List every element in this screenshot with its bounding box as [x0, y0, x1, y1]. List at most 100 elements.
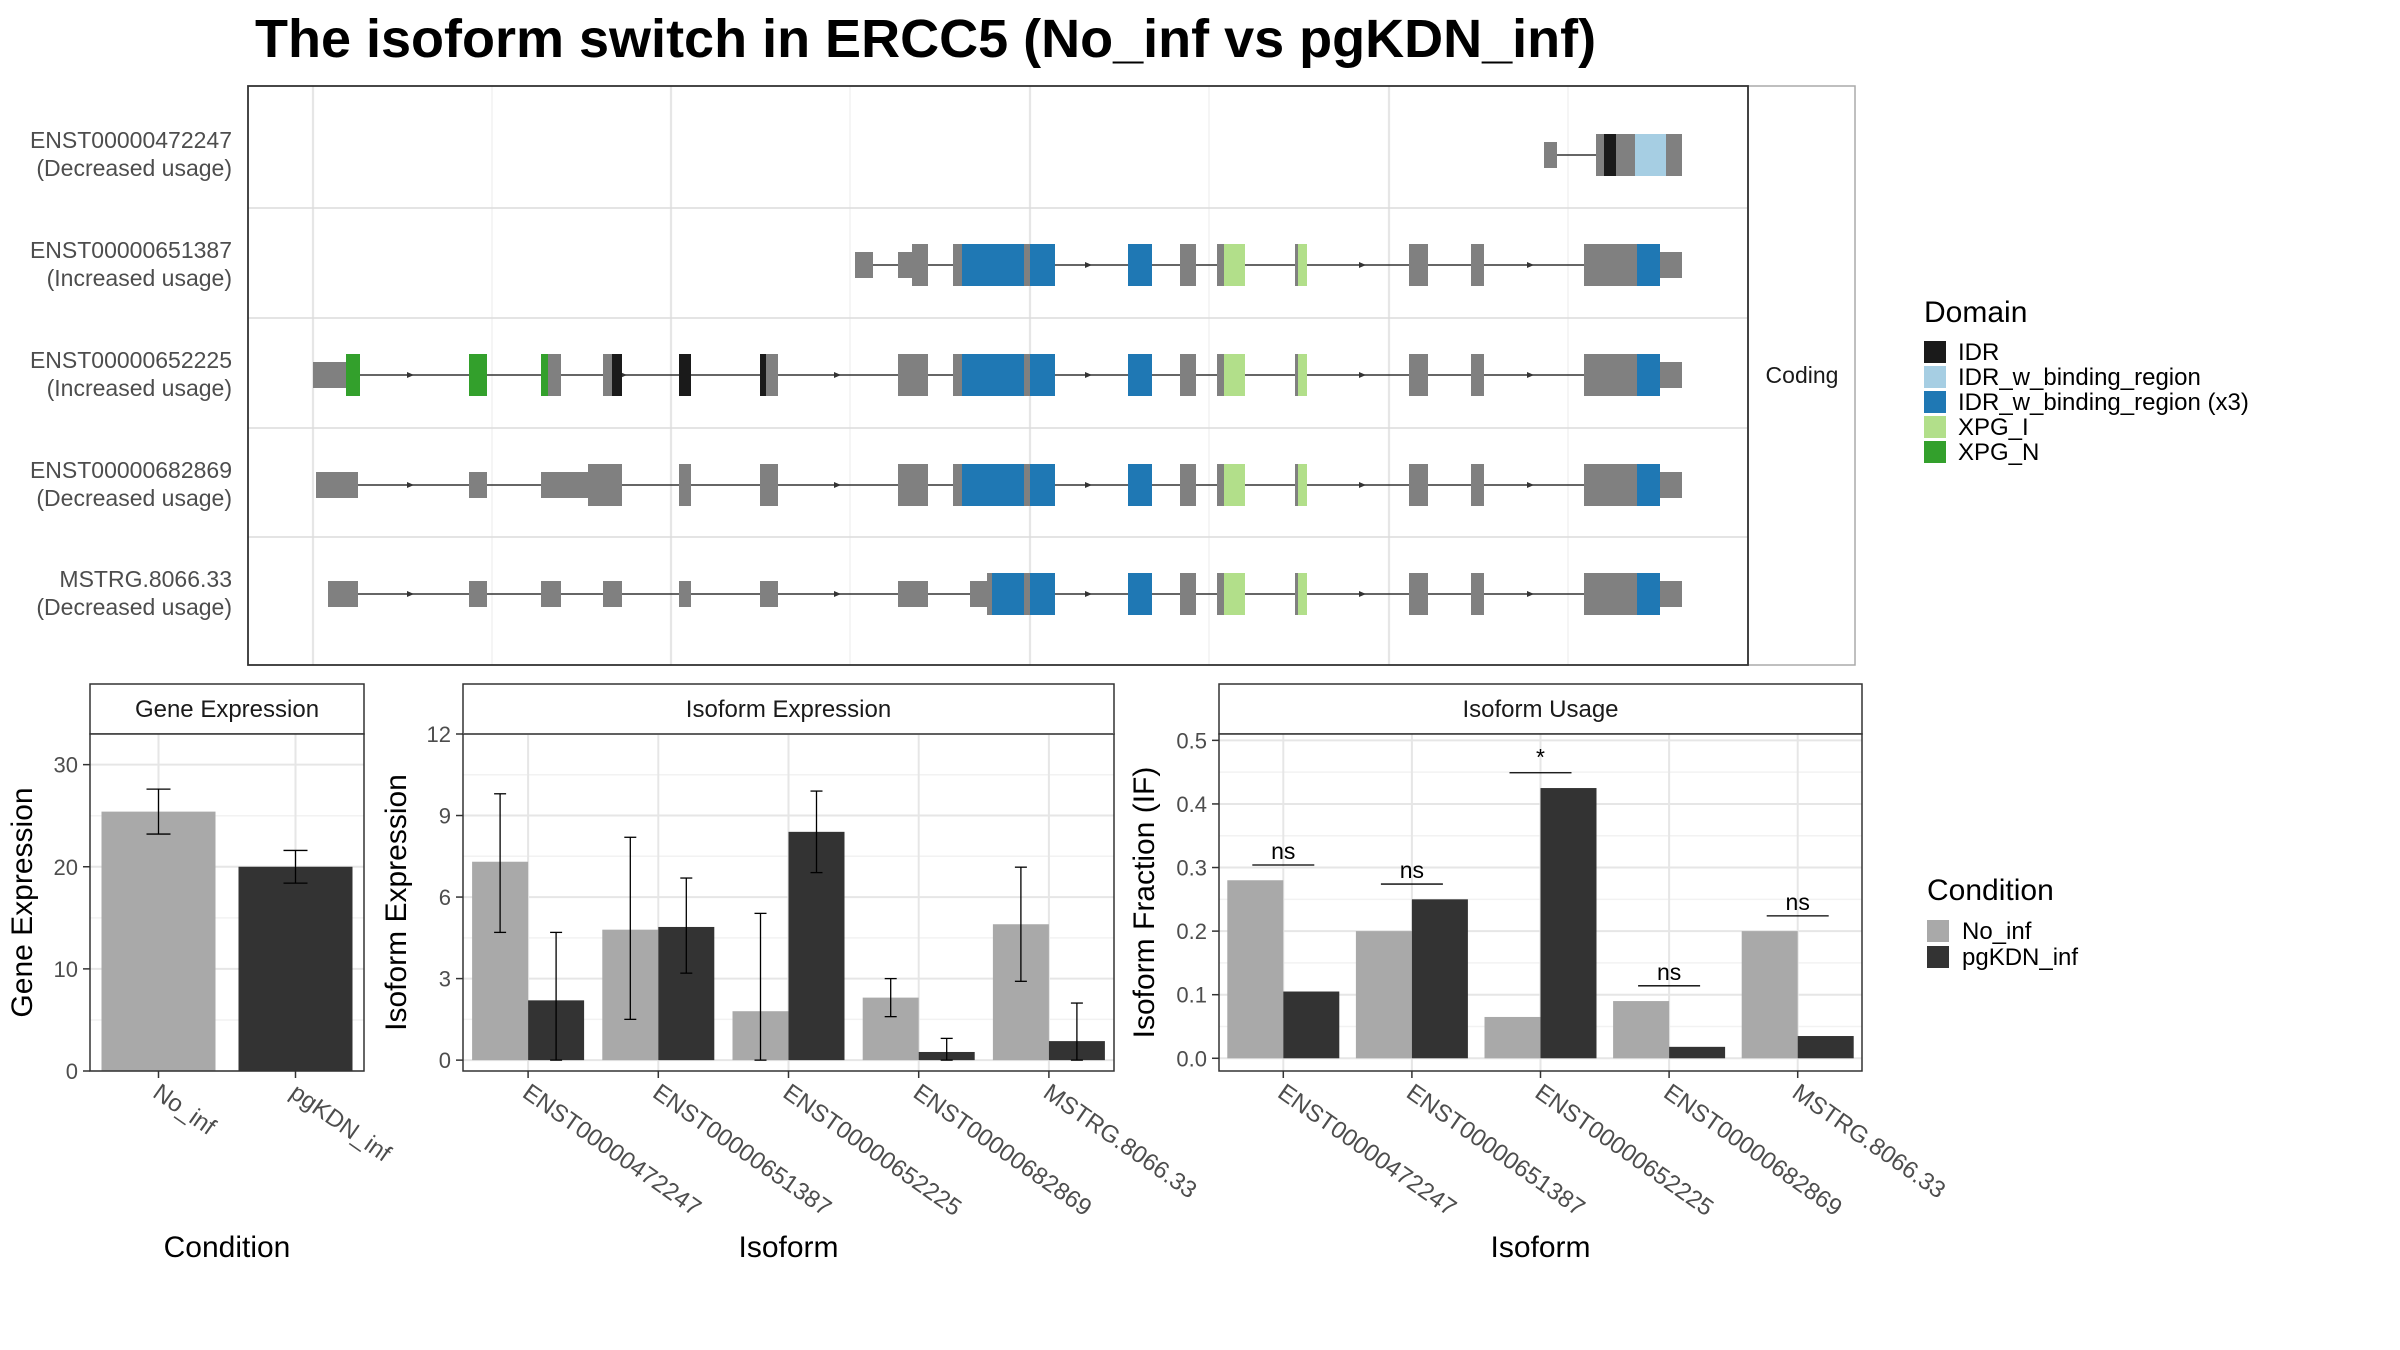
- strand-arrow: [1359, 591, 1366, 597]
- transcript-label: MSTRG.8066.33: [59, 566, 232, 592]
- exon: [1409, 573, 1428, 615]
- bar: [1355, 931, 1412, 1059]
- bar: [238, 866, 353, 1071]
- domain-segment: [679, 354, 691, 396]
- exon: [1409, 244, 1428, 286]
- domain-legend-label: IDR_w_binding_region: [1958, 364, 2201, 391]
- facet-strip: [1218, 683, 1863, 735]
- exon: [898, 252, 912, 278]
- exon: [1660, 362, 1682, 388]
- domain-segment: [1635, 134, 1666, 176]
- exon: [898, 354, 928, 396]
- strand-arrow: [834, 482, 841, 488]
- y-axis-title: Isoform Fraction (IF): [1128, 767, 1161, 1039]
- bar: [1540, 788, 1597, 1059]
- exon: [1666, 142, 1682, 168]
- condition-legend-label: pgKDN_inf: [1962, 944, 2078, 971]
- gene-expression-chart: Gene Expression 0 10 20 30 No_inf pgKDN_inf Con…: [6, 683, 396, 1264]
- isoform-expression-chart: Isoform Expression036912ENST00000472247E…: [380, 683, 1201, 1264]
- exon: [541, 581, 561, 607]
- strand-arrow: [1527, 372, 1534, 378]
- domain-segment: [760, 354, 766, 396]
- y-axis-title: Gene Expression: [6, 787, 39, 1017]
- exon: [328, 581, 358, 607]
- domain-segment: [1128, 244, 1152, 286]
- exon: [898, 581, 928, 607]
- strand-arrow: [1085, 591, 1092, 597]
- y-tick-label: 6: [439, 885, 451, 910]
- strand-arrow: [407, 482, 414, 488]
- y-tick-label: 0.2: [1176, 919, 1207, 944]
- transcript-usage-label: (Decreased usage): [36, 155, 232, 181]
- exon: [313, 362, 346, 388]
- facet-strip: [462, 683, 1115, 735]
- y-tick-label: 0.4: [1176, 792, 1207, 817]
- strand-arrow: [1359, 482, 1366, 488]
- transcript-label: ENST00000472247: [30, 127, 232, 153]
- bar: [1741, 931, 1798, 1059]
- domain-segment: [1637, 573, 1660, 615]
- domain-segment: [962, 464, 1055, 506]
- significance-label: ns: [1657, 959, 1681, 985]
- bar: [1613, 1001, 1670, 1059]
- domain-segment: [1024, 244, 1030, 286]
- bar: [1484, 1016, 1541, 1059]
- bar: [1411, 899, 1468, 1059]
- domain-segment: [962, 354, 1055, 396]
- strand-arrow: [834, 372, 841, 378]
- bar: [1227, 880, 1284, 1059]
- exon: [679, 581, 691, 607]
- facet-strip-title: Isoform Expression: [686, 696, 891, 723]
- x-axis-title: Isoform: [1490, 1231, 1590, 1264]
- y-tick-label: 12: [427, 722, 451, 747]
- y-tick-label: 0: [439, 1048, 451, 1073]
- domain-segment: [1224, 354, 1245, 396]
- y-tick-label: 10: [54, 957, 78, 982]
- y-tick-label: 0: [66, 1059, 78, 1084]
- transcript-label: ENST00000652225: [30, 347, 232, 373]
- domain-legend-key: [1924, 341, 1946, 363]
- domain-segment: [612, 354, 622, 396]
- condition-legend-label: No_inf: [1962, 918, 2032, 945]
- condition-legend-key: [1927, 946, 1949, 968]
- exon: [469, 581, 487, 607]
- y-tick-label: 0.3: [1176, 856, 1207, 881]
- condition-legend-title: Condition: [1927, 874, 2054, 907]
- exon: [588, 464, 622, 506]
- exon: [912, 244, 928, 286]
- strand-arrow: [834, 591, 841, 597]
- strand-arrow: [1359, 262, 1366, 268]
- isoform-usage-chart: Isoform Usage ns ns * ns ns 0.0 0.1 0.2 0.3 0.4 0.5…: [1128, 683, 1950, 1264]
- exon: [1660, 581, 1682, 607]
- domain-segment: [1298, 354, 1307, 396]
- domain-legend-label: XPG_I: [1958, 414, 2029, 441]
- y-tick-label: 0.0: [1176, 1046, 1207, 1071]
- exon: [1180, 573, 1196, 615]
- domain-segment: [469, 354, 487, 396]
- exon: [1471, 354, 1484, 396]
- exon: [1471, 464, 1484, 506]
- strand-arrow: [407, 591, 414, 597]
- domain-legend-key: [1924, 366, 1946, 388]
- domain-segment: [346, 354, 360, 396]
- bar: [101, 811, 216, 1071]
- transcript-usage-label: (Increased usage): [47, 375, 232, 401]
- domain-legend: Domain IDRIDR_w_binding_regionIDR_w_bindi…: [1924, 296, 2249, 466]
- domain-segment: [1024, 573, 1030, 615]
- domain-segment: [962, 244, 1055, 286]
- y-tick-label: 0.1: [1176, 983, 1207, 1008]
- exon: [1471, 573, 1484, 615]
- x-tick-label: pgKDN_inf: [285, 1079, 396, 1168]
- domain-legend-key: [1924, 391, 1946, 413]
- significance-label: ns: [1400, 857, 1424, 883]
- x-axis-title: Condition: [164, 1231, 291, 1264]
- strand-arrow: [1085, 262, 1092, 268]
- domain-legend-label: IDR: [1958, 339, 1999, 366]
- domain-legend-label: XPG_N: [1958, 439, 2039, 466]
- bar: [1669, 1046, 1726, 1059]
- significance-label: ns: [1271, 838, 1295, 864]
- y-tick-label: 3: [439, 967, 451, 992]
- strand-arrow: [1527, 591, 1534, 597]
